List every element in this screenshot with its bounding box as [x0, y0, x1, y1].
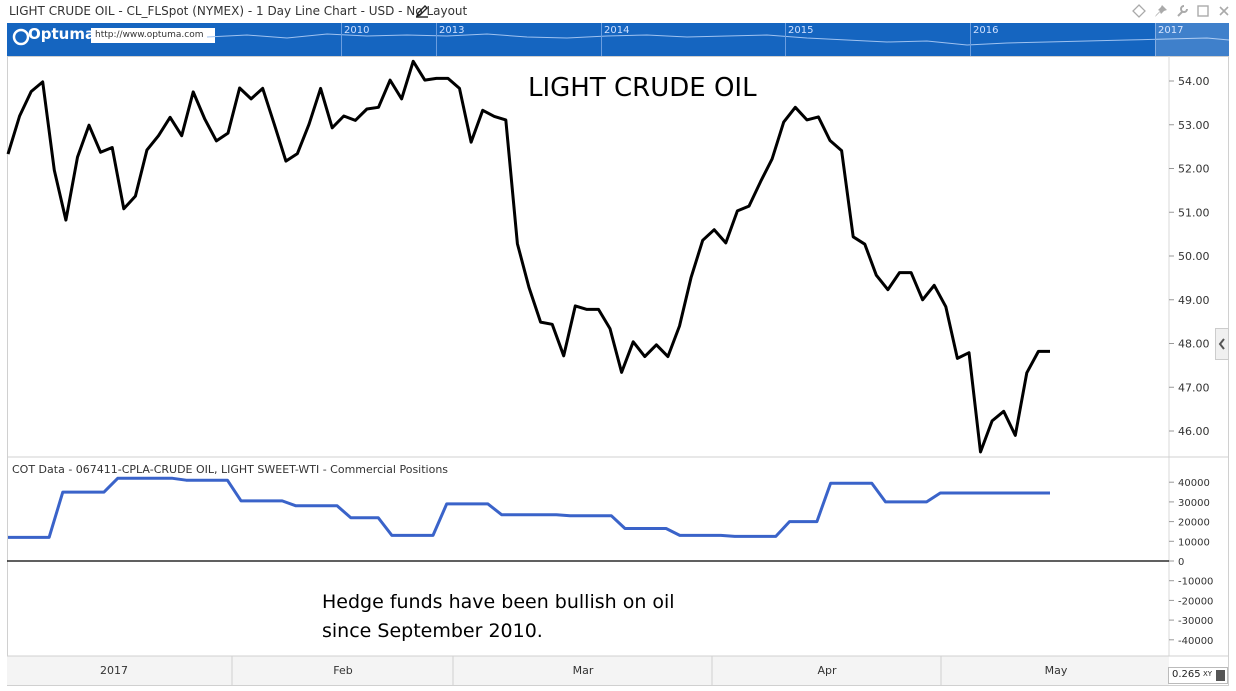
date-axis-strip — [7, 656, 1169, 685]
wrench-icon[interactable] — [1174, 3, 1190, 19]
price-tick-label: 46.00 — [1178, 425, 1210, 438]
close-icon[interactable] — [1216, 3, 1232, 19]
year-label-2015: 2015 — [788, 25, 814, 36]
year-divider — [1155, 23, 1156, 56]
price-axis: 54.00 53.00 52.00 51.00 50.00 49.00 48.00 47.00… — [1169, 75, 1210, 438]
cot-tick-label: 0 — [1178, 557, 1184, 568]
zoom-mode[interactable]: XY — [1203, 670, 1213, 678]
year-divider — [601, 23, 602, 56]
x-label-feb: Feb — [333, 664, 352, 677]
cot-panel-title: COT Data - 067411-CPLA-CRUDE OIL, LIGHT … — [12, 463, 449, 476]
cot-tick-label: 10000 — [1178, 537, 1210, 548]
price-tick-label: 54.00 — [1178, 75, 1210, 88]
year-divider — [970, 23, 971, 56]
x-label-mar: Mar — [573, 664, 594, 677]
year-label-2013: 2013 — [439, 25, 465, 36]
year-label-2014: 2014 — [604, 25, 630, 36]
title-bar: LIGHT CRUDE OIL - CL_FLSpot (NYMEX) - 1 … — [0, 0, 1236, 23]
navigator-strip[interactable]: Optuma http://www.optuma.com 2010 2013 2… — [7, 23, 1229, 56]
year-label-2016: 2016 — [973, 25, 999, 36]
maximize-icon[interactable] — [1195, 3, 1211, 19]
x-label-may: May — [1045, 664, 1068, 677]
chart-main-title: LIGHT CRUDE OIL — [528, 73, 757, 103]
date-axis-separators — [231, 656, 942, 685]
x-label-2017: 2017 — [100, 664, 128, 677]
optuma-logo-icon — [12, 28, 30, 46]
side-panel-toggle[interactable] — [1215, 328, 1229, 360]
annotation-line-2: since September 2010. — [322, 620, 543, 642]
price-tick-label: 47.00 — [1178, 381, 1210, 394]
cot-tick-label: 30000 — [1178, 498, 1210, 509]
navigator-window[interactable] — [1155, 23, 1229, 56]
cot-tick-label: -10000 — [1178, 577, 1213, 588]
url-label[interactable]: http://www.optuma.com — [91, 28, 215, 43]
x-label-apr: Apr — [817, 664, 837, 677]
chart-annotation: Hedge funds have been bullish on oil sin… — [322, 588, 675, 646]
year-label-2017: 2017 — [1158, 25, 1184, 36]
navigator-overview-line — [207, 33, 1229, 46]
chart-title-bar-text: LIGHT CRUDE OIL - CL_FLSpot (NYMEX) - 1 … — [9, 4, 468, 18]
price-tick-label: 49.00 — [1178, 294, 1210, 307]
annotation-line-1: Hedge funds have been bullish on oil — [322, 591, 675, 613]
zoom-dropdown-button[interactable] — [1216, 670, 1225, 681]
zoom-value: 0.265 — [1172, 669, 1201, 680]
year-label-2010: 2010 — [344, 25, 370, 36]
price-tick-label: 50.00 — [1178, 250, 1210, 263]
cot-tick-label: -40000 — [1178, 636, 1213, 647]
diamond-icon[interactable] — [1131, 3, 1147, 19]
price-series-line — [6, 59, 1050, 454]
cot-series-line — [8, 476, 1050, 539]
year-divider — [785, 23, 786, 56]
cot-axis: 40000 30000 20000 10000 0 -10000 -20000 -30000 -… — [1169, 478, 1213, 647]
logo-text: Optuma — [28, 25, 96, 43]
price-tick-label: 52.00 — [1178, 163, 1210, 176]
pencil-edit-icon[interactable] — [414, 3, 430, 19]
cot-tick-label: -20000 — [1178, 596, 1213, 607]
cot-tick-label: 40000 — [1178, 478, 1210, 489]
year-divider — [341, 23, 342, 56]
price-tick-label: 48.00 — [1178, 338, 1210, 351]
pin-icon[interactable] — [1153, 3, 1169, 19]
price-tick-label: 53.00 — [1178, 119, 1210, 132]
cot-tick-label: 20000 — [1178, 518, 1210, 529]
chart-frame — [7, 56, 1229, 686]
cot-tick-label: -30000 — [1178, 616, 1213, 627]
chevron-left-icon — [1218, 338, 1225, 350]
zoom-control[interactable]: 0.265 XY — [1168, 667, 1228, 684]
price-tick-label: 51.00 — [1178, 206, 1210, 219]
year-divider — [436, 23, 437, 56]
